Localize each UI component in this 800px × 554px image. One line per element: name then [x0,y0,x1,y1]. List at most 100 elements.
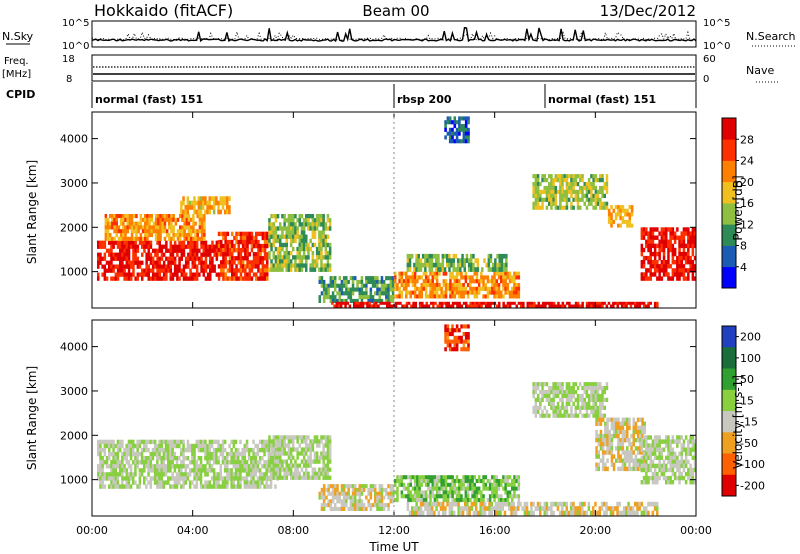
heatmap-cell [594,405,598,410]
heatmap-cell [307,222,310,227]
heatmap-cell [174,233,178,238]
heatmap-cell [596,197,600,202]
heatmap-cell [548,401,551,406]
heatmap-cell [191,260,194,265]
heatmap-cell [203,236,206,241]
heatmap-cell [283,471,286,476]
heatmap-cell [121,252,124,257]
heatmap-cell [351,291,355,296]
heatmap-cell [298,267,301,272]
heatmap-cell [239,460,242,465]
heatmap-cell [285,263,288,268]
heatmap-cell [446,258,449,263]
heatmap-cell [592,197,595,202]
heatmap-cell [146,233,149,238]
heatmap-cell [488,479,492,484]
heatmap-cell [318,242,321,248]
heatmap-cell [153,476,157,481]
heatmap-cell [477,283,481,288]
heatmap-cell [110,468,113,473]
heatmap-cell [482,279,485,284]
heatmap-cell [228,243,232,249]
heatmap-cell [543,390,546,395]
heatmap-cell [298,263,301,268]
heatmap-cell [328,226,332,231]
heatmap-cell [121,260,124,265]
heatmap-cell [274,267,278,272]
heatmap-cell [550,401,553,406]
heatmap-cell [436,304,439,308]
heatmap-cell [252,460,255,465]
heatmap-cell [234,439,238,445]
heatmap-cell [105,260,109,265]
heatmap-cell [287,435,291,440]
heatmap-cell [171,256,175,261]
heatmap-cell [168,233,171,238]
heatmap-cell [585,393,589,399]
heatmap-cell [630,208,634,213]
heatmap-cell [230,451,233,457]
heatmap-cell [193,456,196,461]
heatmap-cell [647,268,650,273]
heatmap-cell [576,189,580,194]
heatmap-cell [320,238,323,244]
heatmap-cell [462,131,466,136]
heatmap-cell [114,468,117,473]
heatmap-cell [651,239,655,244]
colorbar-segment [722,224,736,246]
heatmap-cell [446,332,450,337]
heatmap-cell [340,298,344,303]
heatmap-cell [458,328,461,333]
heatmap-cell [506,301,510,305]
heatmap-cell [279,435,282,440]
heatmap-cell [337,304,341,308]
heatmap-cell [215,472,218,477]
heatmap-cell [170,214,173,219]
heatmap-cell [300,230,304,235]
heatmap-cell [415,510,418,516]
heatmap-cell [451,494,454,499]
heatmap-cell [119,268,122,273]
heatmap-cell [210,205,214,210]
heatmap-cell [171,276,175,281]
heatmap-cell [173,272,177,277]
heatmap-cell [653,235,657,240]
heatmap-cell [328,255,332,260]
heatmap-cell [639,462,642,467]
heatmap-cell [617,438,620,443]
heatmap-cell [106,229,110,234]
heatmap-cell [606,446,609,451]
heatmap-cell [365,279,368,284]
heatmap-cell [534,178,538,183]
heatmap-cell [222,231,225,237]
heatmap-cell [154,229,158,234]
heatmap-cell [581,506,584,511]
heatmap-cell [653,506,657,511]
heatmap-cell [320,467,323,472]
heatmap-cell [489,253,493,259]
heatmap-cell [258,439,262,445]
heatmap-cell [372,301,376,305]
heatmap-cell [374,291,377,296]
heatmap-cell [116,268,120,273]
heatmap-cell [261,276,265,281]
heatmap-cell [422,510,425,516]
heatmap-cell [678,247,681,253]
heatmap-cell [165,214,169,219]
heatmap-cell [552,382,555,387]
heatmap-cell [211,268,214,273]
heatmap-cell [574,304,578,308]
heatmap-cell [449,304,453,308]
heatmap-cell [122,214,125,219]
heatmap-cell [338,298,341,303]
heatmap-cell [338,291,341,296]
heatmap-cell [450,262,453,268]
heatmap-cell [601,438,605,443]
heatmap-cell [619,438,622,443]
y-tick-label: 4000 [60,133,88,146]
heatmap-cell [636,466,640,472]
heatmap-cell [689,235,692,240]
heatmap-cell [632,462,635,467]
heatmap-cell [493,286,496,291]
heatmap-cell [619,216,622,221]
